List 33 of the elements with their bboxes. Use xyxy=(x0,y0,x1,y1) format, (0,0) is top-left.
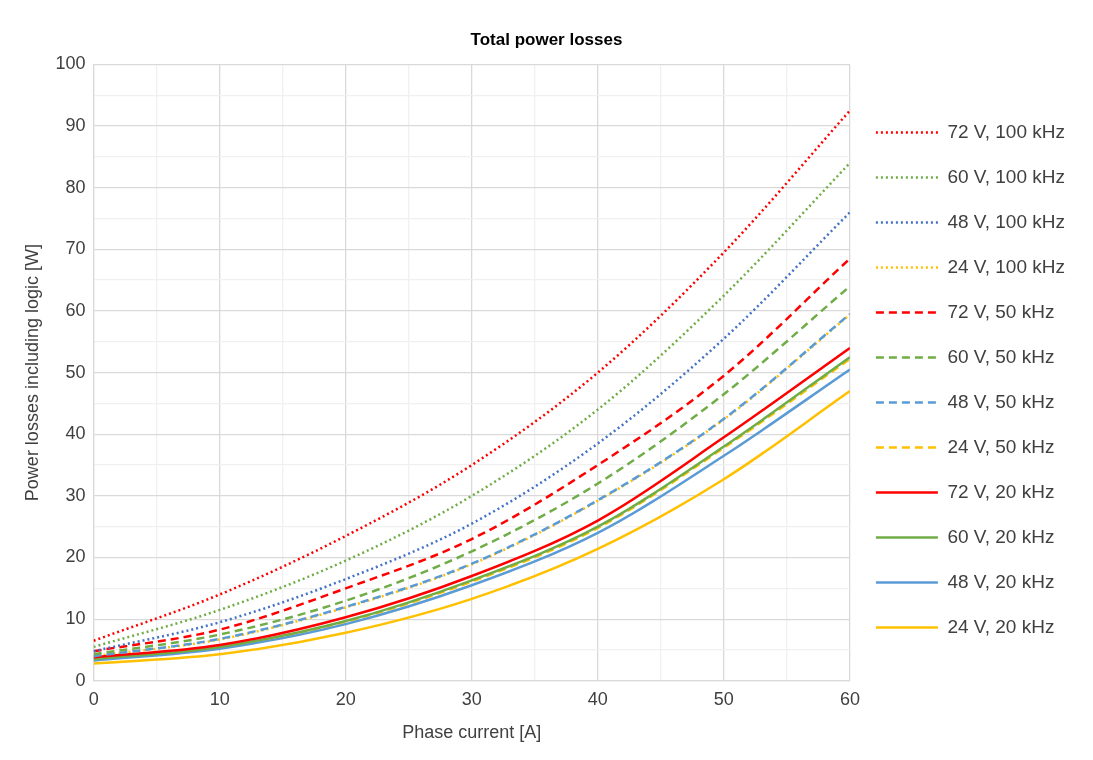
y-tick-label: 30 xyxy=(65,484,86,505)
y-tick-label: 20 xyxy=(65,546,86,567)
y-axis-title: Power losses including logic [W] xyxy=(21,244,42,502)
legend-label: 72 V, 50 kHz xyxy=(947,300,1055,322)
legend-label: 48 V, 50 kHz xyxy=(947,390,1055,412)
y-tick-label: 60 xyxy=(65,299,86,320)
y-tick-label: 10 xyxy=(65,608,86,629)
y-tick-label: 80 xyxy=(65,176,86,197)
x-tick-label: 40 xyxy=(587,688,608,709)
legend-label: 24 V, 50 kHz xyxy=(947,435,1055,457)
chart-title: Total power losses xyxy=(470,29,623,49)
y-tick-label: 90 xyxy=(65,115,86,136)
x-tick-label: 20 xyxy=(335,688,356,709)
x-tick-label: 0 xyxy=(88,688,99,709)
legend-label: 48 V, 100 kHz xyxy=(947,210,1066,232)
legend-label: 72 V, 20 kHz xyxy=(947,480,1055,502)
y-tick-label: 70 xyxy=(65,238,86,259)
legend-label: 48 V, 20 kHz xyxy=(947,570,1055,592)
x-tick-label: 50 xyxy=(713,688,734,709)
y-tick-label: 100 xyxy=(55,53,86,74)
y-tick-label: 50 xyxy=(65,361,86,382)
legend-label: 60 V, 20 kHz xyxy=(947,525,1055,547)
legend-label: 72 V, 100 kHz xyxy=(947,120,1066,142)
x-tick-label: 10 xyxy=(209,688,230,709)
legend-label: 60 V, 100 kHz xyxy=(947,165,1066,187)
x-axis-title: Phase current [A] xyxy=(402,722,542,743)
y-tick-label: 40 xyxy=(65,423,86,444)
legend-label: 60 V, 50 kHz xyxy=(947,345,1055,367)
x-tick-label: 60 xyxy=(839,688,860,709)
legend-label: 24 V, 100 kHz xyxy=(947,255,1066,277)
legend-label: 24 V, 20 kHz xyxy=(947,615,1055,637)
y-tick-label: 0 xyxy=(75,669,86,690)
x-tick-label: 30 xyxy=(461,688,482,709)
